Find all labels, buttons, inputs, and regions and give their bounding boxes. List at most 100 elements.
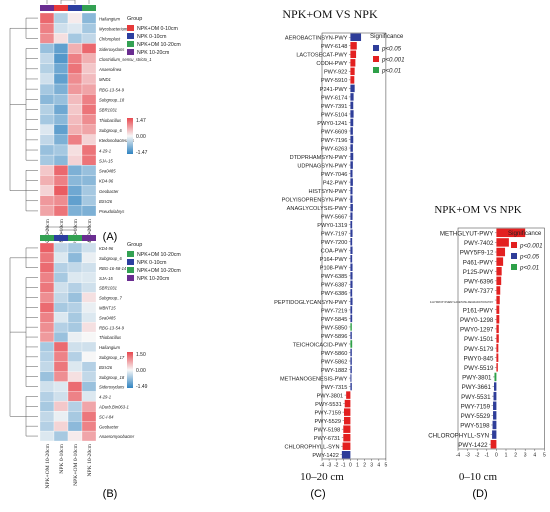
heatmap-cell bbox=[53, 43, 69, 54]
pathway-label: PWY-7159 bbox=[461, 403, 491, 410]
pathway-label: PWY-6396 bbox=[464, 279, 494, 286]
group-color-cell bbox=[54, 5, 68, 11]
pathway-label: PWY-7219 bbox=[321, 308, 348, 314]
pathway-bar bbox=[350, 246, 353, 255]
heatmap-cell bbox=[81, 312, 97, 323]
heatmap-row-label: Geobacter bbox=[99, 189, 119, 194]
heatmap-cell bbox=[67, 134, 83, 146]
pathway-label: PWY-5845 bbox=[321, 317, 348, 323]
heatmap-row-label: Subgroup_17 bbox=[99, 355, 125, 360]
pathway-bar bbox=[350, 340, 353, 348]
heatmap-cell bbox=[81, 195, 97, 206]
pathway-label: PWY-7197 bbox=[321, 232, 348, 238]
heatmap-cell bbox=[39, 381, 55, 392]
pathway-label: PWY-5104 bbox=[321, 112, 348, 118]
pathway-label: PWY-6731 bbox=[314, 436, 341, 442]
heatmap-row-label: Ktedonobacterales bbox=[99, 138, 135, 143]
pathway-label: PWY-5667 bbox=[321, 215, 348, 221]
heatmap-cell bbox=[39, 262, 55, 273]
x-tick-label: -1 bbox=[485, 453, 490, 459]
heatmap-cell bbox=[53, 411, 69, 422]
heatmap-cell bbox=[67, 361, 83, 372]
pathway-label: PWY-1501 bbox=[464, 336, 494, 343]
pathway-bar bbox=[344, 399, 351, 408]
heatmap-row-label: RBG-13-54-9 bbox=[99, 87, 125, 92]
significance-legend-title: Significance bbox=[370, 33, 404, 40]
pathway-bar bbox=[350, 263, 353, 272]
heatmap-cell bbox=[67, 411, 83, 422]
pathway-label: PWY-7402 bbox=[464, 240, 494, 247]
pathway-bar bbox=[350, 357, 352, 365]
heatmap-cell bbox=[81, 33, 97, 44]
x-tick-label: 0 bbox=[349, 463, 352, 469]
heatmap-cell bbox=[53, 134, 69, 146]
pathway-label: PWY0-845 bbox=[463, 355, 493, 362]
x-axis-label: 10–20 cm bbox=[300, 471, 344, 483]
heatmap-row-label: KD4-96 bbox=[99, 179, 114, 184]
heatmap-cell bbox=[67, 421, 83, 432]
heatmap-cell bbox=[39, 195, 55, 206]
pathway-label: CHLOROPHYLL-SYN bbox=[285, 445, 340, 451]
heatmap-row-label: Subgroup_6 bbox=[99, 128, 122, 133]
heatmap-row-label: 4-29-1 bbox=[99, 148, 111, 153]
pathway-bar bbox=[350, 220, 353, 229]
pathway-label: TEICHOICACID-PWY bbox=[293, 342, 348, 348]
pathway-label: P125-PWY bbox=[463, 269, 494, 276]
pathway-bar bbox=[350, 127, 353, 135]
heatmap-cell bbox=[81, 272, 97, 283]
heatmap-cell bbox=[67, 104, 83, 115]
pathway-bar bbox=[350, 93, 354, 101]
heatmap-cell bbox=[39, 312, 55, 323]
heatmap-cell bbox=[53, 63, 69, 75]
heatmap-cell bbox=[39, 242, 55, 254]
heatmap-cell bbox=[53, 302, 69, 313]
pathway-bar bbox=[493, 411, 497, 420]
heatmap-cell bbox=[67, 331, 83, 343]
heatmap-cell bbox=[53, 124, 69, 135]
x-tick-label: -3 bbox=[465, 453, 470, 459]
scale-max-label: 1.50 bbox=[136, 352, 146, 358]
pathway-bar bbox=[496, 334, 499, 343]
pathway-bar bbox=[496, 276, 502, 286]
heatmap-cell bbox=[53, 361, 69, 372]
heatmap-cell bbox=[67, 252, 83, 263]
heatmap-row-label: Subgroup_18 bbox=[99, 98, 125, 103]
pathway-bar bbox=[350, 229, 353, 237]
heatmap-cell bbox=[39, 154, 55, 166]
heatmap-row-label: SBR1031 bbox=[99, 108, 117, 113]
significance-legend-title: Significance bbox=[508, 230, 542, 237]
panel-label-c: (C) bbox=[310, 488, 325, 500]
pathway-label: PWY0-1298 bbox=[460, 317, 494, 324]
heatmap-cell bbox=[39, 322, 55, 333]
heatmap-column-label: NPK+OM 10-20cm bbox=[87, 218, 93, 263]
heatmap-cell bbox=[67, 94, 83, 105]
pathway-bar bbox=[350, 203, 353, 212]
pathway-label: ANAGLYCOLYSIS-PWY bbox=[287, 206, 348, 212]
x-tick-label: 3 bbox=[370, 463, 373, 469]
heatmap-cell bbox=[39, 430, 55, 442]
heatmap-cell bbox=[53, 292, 69, 303]
heatmap-cell bbox=[53, 154, 69, 166]
heatmap-cell bbox=[53, 83, 69, 95]
significance-legend-swatch bbox=[373, 56, 379, 62]
heatmap-cell bbox=[53, 341, 69, 353]
heatmap-cell bbox=[67, 53, 83, 64]
pathway-label: LACTOSECAT-PWY bbox=[296, 53, 347, 59]
heatmap-cell bbox=[67, 175, 83, 186]
group-legend-label: NPK+OM 0-10cm bbox=[137, 26, 178, 32]
heatmap-cell bbox=[53, 104, 69, 115]
heatmap-cell bbox=[81, 165, 97, 176]
pathway-bar bbox=[496, 324, 499, 334]
heatmap-cell bbox=[81, 430, 97, 442]
heatmap-cell bbox=[81, 144, 97, 156]
x-tick-label: 4 bbox=[377, 463, 380, 469]
heatmap-cell bbox=[67, 302, 83, 313]
color-scale-bar bbox=[127, 352, 133, 388]
pathway-bar bbox=[344, 408, 351, 416]
x-tick-label: 2 bbox=[363, 463, 366, 469]
pathway-bar bbox=[496, 286, 501, 295]
heatmap-cell bbox=[53, 312, 69, 323]
pathway-label: PWY-7046 bbox=[321, 172, 348, 178]
heatmap-cell bbox=[53, 430, 69, 442]
